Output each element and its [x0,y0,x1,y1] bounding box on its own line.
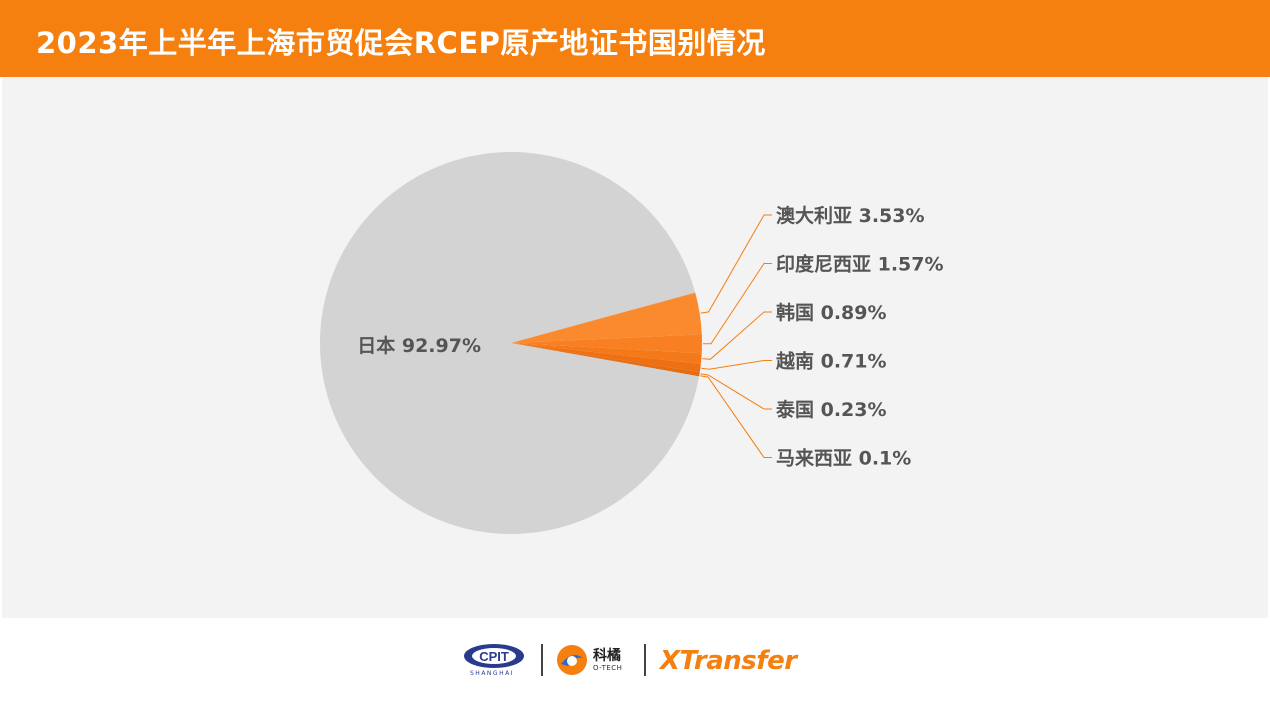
otech-logo-icon [557,645,587,675]
leader-line-australia [700,214,772,314]
otech-logo: 科橘 O-TECH [556,642,636,680]
leader-line-thailand [700,373,772,410]
chart-area: 日本 92.97% 澳大利亚 3.53% 印度尼西亚 1.57% 韩国 0.89% 越南… [2,77,1268,618]
footer-divider [541,644,543,676]
pie-chart: 日本 92.97% 澳大利亚 3.53% 印度尼西亚 1.57% 韩国 0.89% 越南… [319,151,944,534]
cpit-logo-text: CPIT [479,649,509,664]
otech-en-text: O-TECH [593,664,623,672]
pie-slice-malaysia [511,343,700,377]
cpit-sub-text: SHANGHAI [470,670,514,677]
chart-title: 2023年上半年上海市贸促会RCEP原产地证书国别情况 [36,26,766,60]
xtransfer-logo: XTransfer [660,646,810,680]
leader-line-vietnam [701,360,772,370]
slice-label-vietnam: 越南 0.71% [775,350,887,373]
leader-line-malaysia [700,375,772,458]
leader-line-indonesia [703,263,772,345]
pie-slice-korea [511,343,702,364]
pie-slice-australia [511,292,702,343]
slice-label-japan: 日本 92.97% [357,334,481,357]
otech-cn-text: 科橘 [593,648,621,664]
footer: CPIT SHANGHAI 科橘 O-TECH XTransfer [0,618,1270,704]
header-bar: 2023年上半年上海市贸促会RCEP原产地证书国别情况 [0,0,1270,77]
slice-label-indonesia: 印度尼西亚 1.57% [776,253,944,276]
pie-slice-vietnam [511,343,701,373]
slice-label-korea: 韩国 0.89% [776,301,887,324]
xtransfer-logo-text: XTransfer [660,646,797,676]
pie-slice-indonesia [511,334,702,354]
cpit-logo: CPIT SHANGHAI [462,642,526,680]
cpit-logo-icon: CPIT [464,644,524,668]
footer-divider [644,644,646,676]
slice-label-australia: 澳大利亚 3.53% [776,204,925,227]
pie-slice-japan [319,151,700,534]
leader-line-korea [702,311,772,360]
pie-slice-thailand [511,343,700,376]
slice-label-malaysia: 马来西亚 0.1% [776,448,911,470]
slice-label-thailand: 泰国 0.23% [775,398,887,421]
